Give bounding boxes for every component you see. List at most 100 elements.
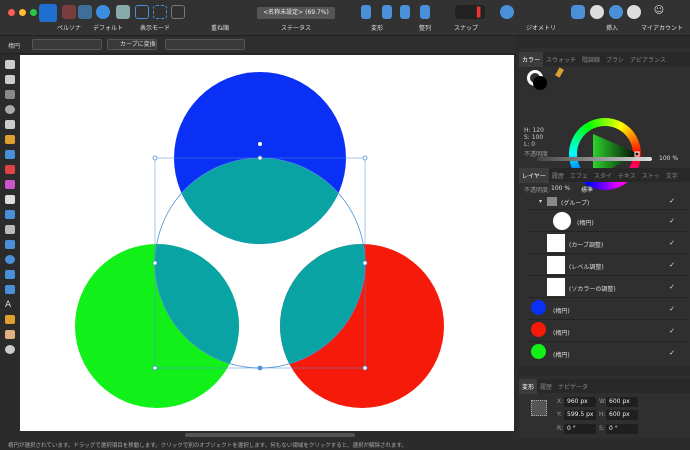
- close-button[interactable]: [8, 9, 15, 16]
- x-field[interactable]: 960 px: [564, 397, 596, 407]
- tab-effects[interactable]: エフェ: [569, 173, 588, 180]
- opacity-slider[interactable]: [537, 157, 652, 161]
- layer-row[interactable]: (レベル調整) ✓: [527, 254, 687, 276]
- layer-row-green[interactable]: (楕円) ✓: [527, 342, 687, 364]
- tab-navigator[interactable]: ナビゲータ: [558, 384, 589, 391]
- tab-history[interactable]: 履歴: [551, 173, 564, 180]
- ellipse-tool-icon[interactable]: [5, 255, 15, 264]
- crop-tool-icon[interactable]: [5, 225, 15, 234]
- default-label: デフォルト: [92, 25, 124, 32]
- layer-opacity-value[interactable]: 100 %: [551, 185, 571, 192]
- persona-label: ペルソナ: [56, 25, 82, 32]
- selection-tools[interactable]: [32, 39, 102, 50]
- divide-icon[interactable]: [571, 5, 585, 19]
- layer-row-group[interactable]: ▾ (グループ) ✓: [527, 194, 687, 210]
- insert-top-icon[interactable]: [627, 5, 641, 19]
- vector-brush-icon[interactable]: [5, 150, 15, 159]
- fill-tool-icon[interactable]: [5, 180, 15, 189]
- view-mode-icon[interactable]: [135, 5, 149, 19]
- align-buttons[interactable]: [165, 39, 245, 50]
- node-tool-icon[interactable]: [5, 75, 15, 84]
- shear-field[interactable]: 0 °: [606, 424, 638, 434]
- transform-label: 変形: [370, 25, 384, 32]
- text-tool-icon[interactable]: A: [5, 300, 12, 310]
- layer-row[interactable]: (楕円) ✓: [527, 210, 687, 232]
- tab-stroke[interactable]: 階調線: [582, 57, 601, 64]
- w-field[interactable]: 600 px: [606, 397, 638, 407]
- status-dropdown[interactable]: <名称未設定> (69.7%): [257, 7, 335, 19]
- fill-color-well[interactable]: [533, 76, 547, 90]
- tab-swatches[interactable]: スウォッチ: [546, 57, 577, 64]
- view-mode3-icon[interactable]: [171, 5, 185, 19]
- pixel-persona-icon[interactable]: [62, 5, 76, 19]
- convert-to-curves-button[interactable]: カーブに変換: [107, 39, 157, 50]
- snap-options[interactable]: [455, 5, 485, 19]
- layer-row[interactable]: (カーブ調整) ✓: [527, 232, 687, 254]
- hsl-readout: H: 120 S: 100 L: 0: [524, 127, 544, 148]
- tab-history2[interactable]: 履歴: [540, 384, 553, 391]
- default-icon[interactable]: [96, 5, 110, 19]
- rotate-icon[interactable]: [382, 5, 392, 19]
- minimize-button[interactable]: [19, 9, 26, 16]
- status-bar: 楕円が選択されています。ドラッグで選択項目を移動します。クリックで別のオブジェク…: [8, 443, 407, 449]
- magnet-icon[interactable]: ❚: [474, 5, 484, 18]
- context-toolbar: 楕円 カーブに変換: [0, 36, 515, 54]
- corner-tool-icon[interactable]: [5, 90, 15, 99]
- layer-row-red[interactable]: (楕円) ✓: [527, 320, 687, 342]
- rotation-field[interactable]: 0 °: [564, 424, 596, 434]
- tab-character[interactable]: 文字: [665, 173, 678, 180]
- insert-label: 挿入: [605, 25, 619, 32]
- paint-brush-icon[interactable]: [5, 165, 15, 174]
- insert-behind-icon[interactable]: [609, 5, 623, 19]
- place-image-icon[interactable]: [5, 210, 15, 219]
- saturation-triangle[interactable]: [591, 132, 641, 182]
- tab-layers[interactable]: レイヤー: [519, 168, 549, 183]
- rectangle-tool-icon[interactable]: [5, 240, 15, 249]
- eyedropper-icon[interactable]: [5, 315, 15, 324]
- y-field[interactable]: 599.5 px: [564, 410, 596, 420]
- blend-mode-dropdown[interactable]: 標準: [581, 187, 594, 194]
- selection-handles[interactable]: [152, 142, 368, 371]
- right-panels: カラー スウォッチ 階調線 ブラシ アピアランス H: 120 S: 100 L: 0 不透…: [519, 48, 690, 438]
- export-persona-icon[interactable]: [78, 5, 92, 19]
- hand-tool-icon[interactable]: [5, 330, 15, 339]
- tab-transform[interactable]: 変形: [519, 379, 538, 394]
- user-icon[interactable]: ☺: [653, 5, 665, 16]
- move-tool-icon[interactable]: [5, 60, 15, 69]
- layer-row[interactable]: (ソカラーの調整) ✓: [527, 276, 687, 298]
- tab-appearance[interactable]: アピアランス: [629, 57, 666, 64]
- layer-row-blue[interactable]: (楕円) ✓: [527, 298, 687, 320]
- shape-tool-icon[interactable]: [5, 285, 15, 294]
- tab-styles[interactable]: スタイ: [593, 173, 612, 180]
- snap-label: スナップ: [453, 25, 479, 32]
- eyedropper-icon[interactable]: [555, 67, 564, 78]
- point-transform-icon[interactable]: [5, 105, 15, 114]
- rounded-rect-icon[interactable]: [5, 270, 15, 279]
- tab-stock[interactable]: ストッ: [641, 173, 660, 180]
- anchor-selector[interactable]: [531, 400, 547, 416]
- maximize-button[interactable]: [30, 9, 37, 16]
- insert-inside-icon[interactable]: [590, 5, 604, 19]
- account-label: マイアカウント: [640, 25, 684, 32]
- flip-icon[interactable]: [361, 5, 371, 19]
- default2-icon[interactable]: [116, 5, 130, 19]
- transparency-tool-icon[interactable]: [5, 195, 15, 204]
- tab-color[interactable]: カラー: [519, 52, 544, 67]
- color-panel-tabs: カラー スウォッチ 階調線 ブラシ アピアランス: [519, 52, 690, 67]
- horizontal-scrollbar[interactable]: [185, 433, 355, 437]
- tab-brushes[interactable]: ブラシ: [606, 57, 624, 64]
- tab-text-styles[interactable]: テキス: [617, 173, 636, 180]
- pen-tool-icon[interactable]: [5, 120, 15, 129]
- designer-persona-icon[interactable]: [39, 4, 57, 22]
- zoom-tool-icon[interactable]: [5, 345, 15, 354]
- align-left-icon[interactable]: [400, 5, 410, 19]
- opacity-value[interactable]: 100 %: [659, 155, 679, 162]
- add-icon[interactable]: [500, 5, 514, 19]
- view-mode2-icon[interactable]: [153, 5, 167, 19]
- layers-footer-buttons[interactable]: [519, 366, 690, 376]
- status-label: ステータス: [280, 25, 312, 32]
- align-center-icon[interactable]: [420, 5, 430, 19]
- h-field[interactable]: 600 px: [606, 410, 638, 420]
- canvas[interactable]: [20, 55, 514, 431]
- pencil-tool-icon[interactable]: [5, 135, 15, 144]
